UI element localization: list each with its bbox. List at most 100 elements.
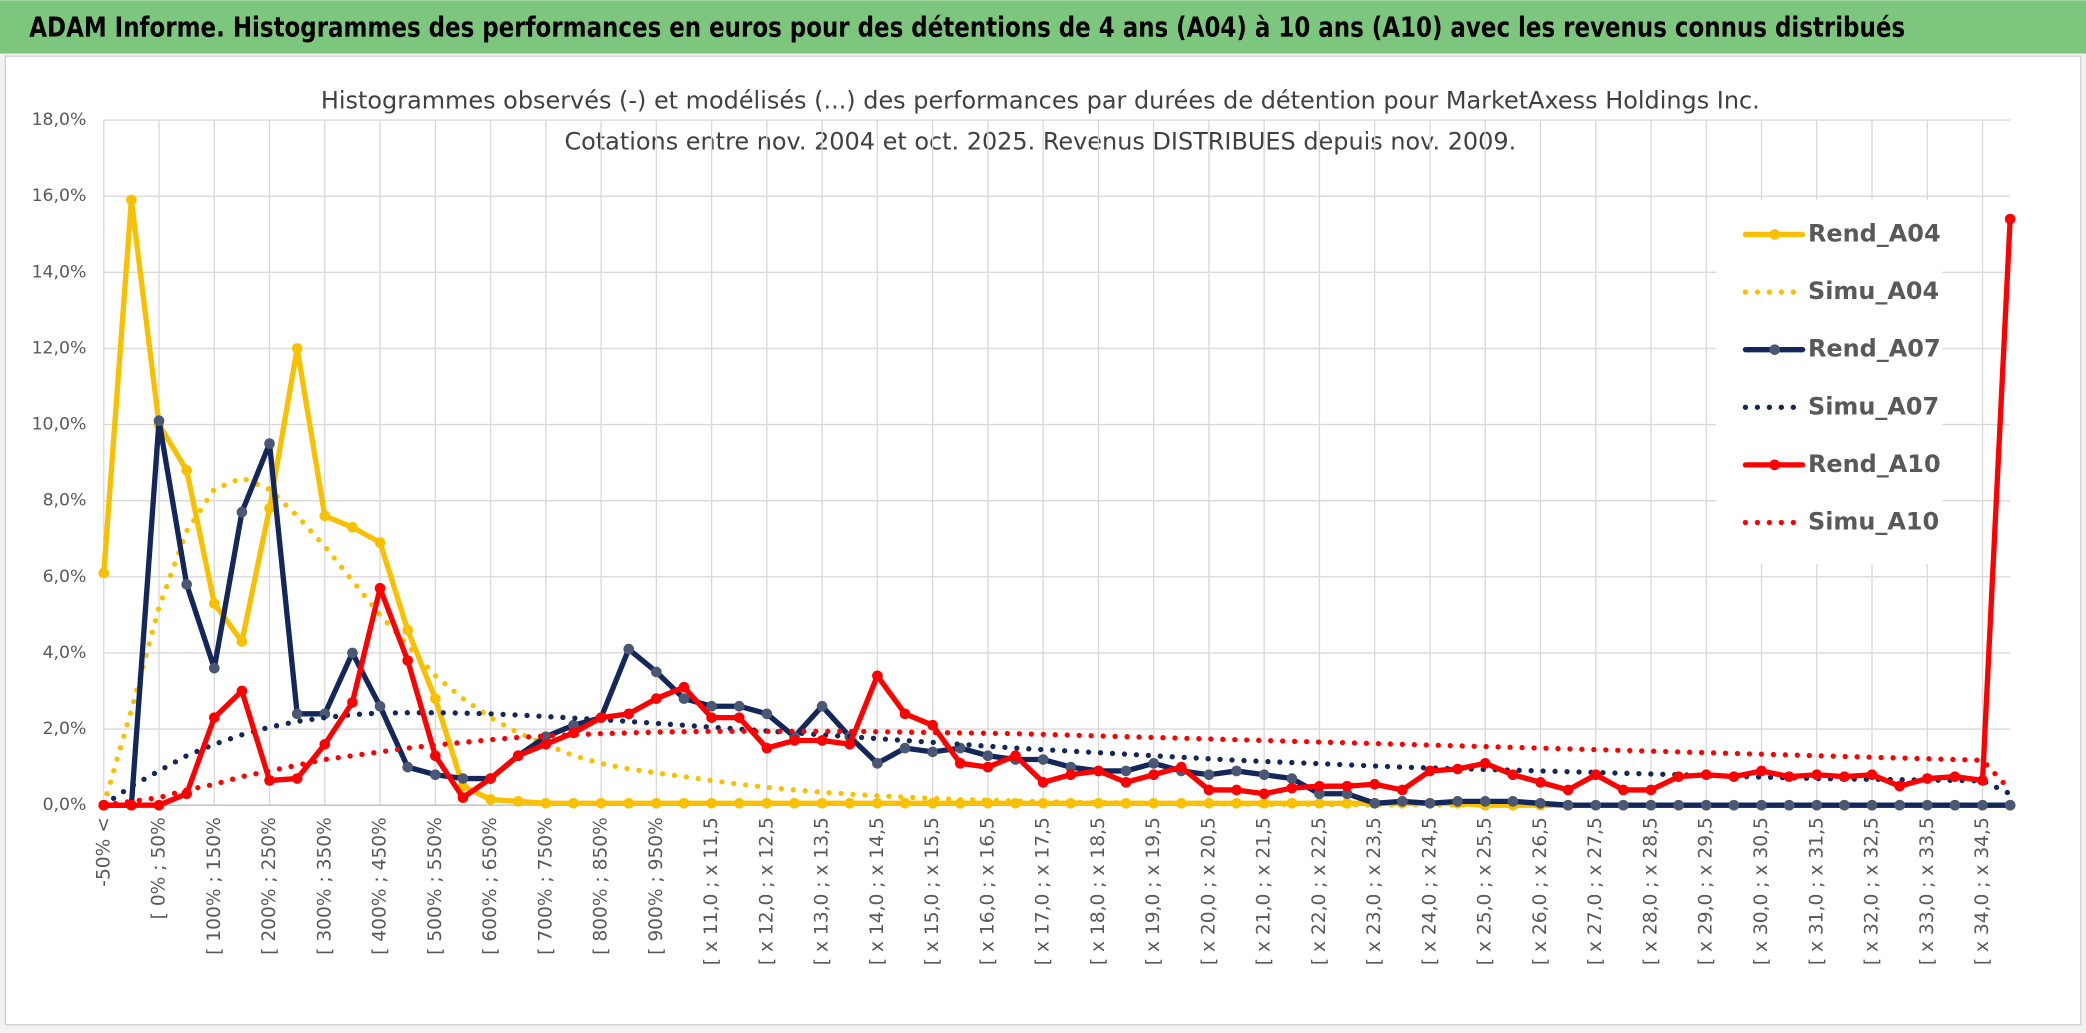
- data-point: [1866, 769, 1878, 781]
- data-point: [1783, 771, 1795, 782]
- data-point: [706, 712, 717, 723]
- x-tick-label: [ x 29,0 ; x 29,5: [1696, 817, 1717, 965]
- data-point: [1231, 784, 1242, 796]
- y-tick-label: 0,0%: [43, 795, 87, 815]
- legend-label: Rend_A04: [1808, 219, 1941, 247]
- data-point: [1452, 796, 1463, 807]
- data-point: [872, 757, 883, 769]
- data-point: [1093, 797, 1104, 809]
- data-point: [512, 796, 524, 807]
- data-point: [1148, 757, 1159, 769]
- x-tick-label: [ x 26,0 ; x 26,5: [1530, 817, 1551, 965]
- x-tick-label: [ 400% ; 450%: [370, 817, 391, 955]
- x-tick-label: [ x 21,0 ; x 21,5: [1254, 817, 1275, 965]
- data-point: [319, 510, 331, 522]
- legend-marker: [1769, 229, 1781, 240]
- x-tick-label: [ x 28,0 ; x 28,5: [1640, 817, 1661, 965]
- data-point: [236, 506, 248, 518]
- data-point: [153, 415, 165, 427]
- header-title: ADAM Informe. Histogrammes des performan…: [29, 10, 1905, 43]
- data-point: [2004, 799, 2016, 811]
- x-tick-label: [ 500% ; 550%: [425, 817, 446, 955]
- observed-line: [101, 216, 2013, 808]
- x-tick-label: [ x 24,0 ; x 24,5: [1419, 817, 1440, 965]
- legend-box: [1716, 199, 1943, 565]
- legend-label: Rend_A07: [1808, 335, 1941, 363]
- data-point: [1479, 757, 1491, 769]
- data-point: [1175, 797, 1187, 809]
- data-point: [1120, 765, 1132, 777]
- data-point: [402, 655, 414, 666]
- y-tick-label: 18,0%: [32, 110, 87, 130]
- x-tick-label: [ x 31,0 ; x 31,5: [1806, 817, 1827, 965]
- x-tick-label: [ x 22,0 ; x 22,5: [1309, 817, 1330, 965]
- data-point: [1286, 773, 1298, 784]
- x-tick-label: [ 700% ; 750%: [535, 817, 556, 955]
- x-tick-label: [ x 32,0 ; x 32,5: [1862, 817, 1883, 965]
- data-point: [347, 647, 358, 659]
- data-point: [1700, 799, 1712, 811]
- x-tick-label: [ x 23,0 ; x 23,5: [1364, 817, 1385, 965]
- data-point: [264, 502, 275, 514]
- chart-title: Histogrammes observés (-) et modélisés (…: [321, 86, 1760, 114]
- data-point: [678, 693, 690, 704]
- data-point: [678, 797, 690, 809]
- data-point: [319, 738, 331, 750]
- data-point: [1756, 799, 1767, 811]
- data-point: [264, 438, 275, 449]
- data-point: [457, 792, 469, 803]
- data-point: [1839, 799, 1850, 811]
- data-point: [485, 773, 496, 784]
- data-point: [126, 194, 137, 206]
- legend-label: Simu_A10: [1808, 507, 1939, 535]
- data-point: [1341, 780, 1353, 792]
- data-point: [899, 708, 911, 720]
- data-point: [1618, 784, 1629, 796]
- data-point: [1894, 780, 1905, 792]
- data-point: [1535, 777, 1546, 788]
- simulated-line: [101, 728, 2013, 808]
- legend-label: Simu_A07: [1808, 392, 1939, 420]
- data-point: [291, 773, 303, 784]
- x-tick-label: [ 300% ; 350%: [314, 817, 335, 955]
- x-tick-label: [ 100% ; 150%: [204, 817, 225, 955]
- data-point: [457, 773, 469, 784]
- y-tick-label: 2,0%: [43, 719, 87, 739]
- data-point: [291, 708, 303, 720]
- data-point: [1590, 799, 1602, 811]
- data-point: [1507, 769, 1519, 781]
- data-point: [1120, 777, 1132, 788]
- y-tick-label: 6,0%: [43, 567, 87, 587]
- data-point: [402, 624, 414, 636]
- x-tick-label: [ 200% ; 250%: [259, 817, 280, 955]
- data-point: [1507, 796, 1519, 807]
- data-point: [927, 719, 938, 731]
- data-point: [1921, 799, 1933, 811]
- data-point: [595, 797, 607, 809]
- x-tick-label: [ x 13,0 ; x 13,5: [812, 817, 833, 965]
- data-point: [1065, 761, 1077, 773]
- y-tick-label: 14,0%: [32, 262, 87, 282]
- data-point: [1949, 771, 1961, 782]
- data-point: [1369, 778, 1381, 790]
- data-point: [899, 742, 911, 754]
- data-point: [402, 761, 414, 773]
- data-point: [429, 750, 441, 762]
- data-point: [1286, 782, 1298, 794]
- data-point: [1037, 777, 1049, 788]
- y-tick-label: 12,0%: [32, 338, 87, 358]
- data-point: [872, 797, 883, 809]
- data-point: [153, 799, 165, 811]
- y-tick-label: 10,0%: [32, 415, 87, 435]
- x-tick-label: [ x 20,0 ; x 20,5: [1198, 817, 1219, 965]
- data-point: [982, 750, 994, 762]
- data-point: [872, 670, 883, 682]
- data-point: [1175, 761, 1187, 773]
- data-point: [844, 797, 856, 809]
- y-tick-label: 4,0%: [43, 643, 87, 663]
- legend-marker: [1769, 459, 1781, 471]
- data-point: [1148, 769, 1159, 781]
- data-point: [1590, 769, 1602, 781]
- data-point: [761, 708, 773, 720]
